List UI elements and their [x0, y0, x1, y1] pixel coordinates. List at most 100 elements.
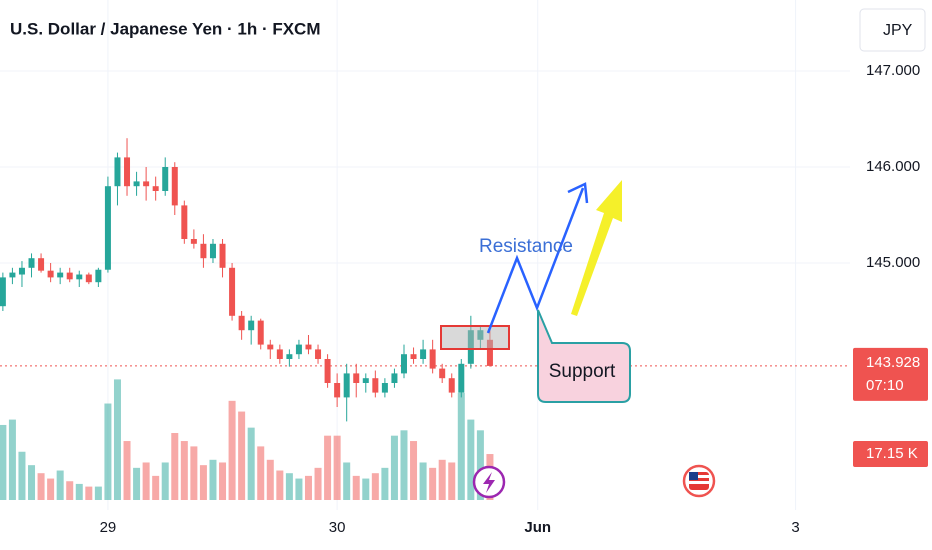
candle-body: [343, 373, 350, 398]
candle-body: [286, 354, 293, 359]
volume-bar: [152, 475, 160, 500]
volume-bar: [171, 433, 179, 500]
candle-body: [200, 243, 207, 259]
volume-bar: [457, 392, 465, 500]
volume-bar: [199, 465, 207, 500]
path-arrow: [486, 187, 585, 334]
volume-bar: [123, 441, 131, 500]
volume-bar: [295, 478, 303, 500]
volume-bar: [448, 462, 456, 500]
yellow-arrow: [571, 180, 622, 316]
candle-body: [209, 243, 216, 259]
candles: [0, 138, 493, 422]
currency: JPY: [883, 22, 913, 39]
volume-bar: [324, 435, 332, 500]
last-price-box: [853, 347, 928, 401]
candle-body: [104, 186, 111, 270]
candle-body: [267, 344, 274, 350]
candle-body: [229, 267, 236, 316]
flag-stripe: [689, 481, 709, 484]
flash: [483, 472, 495, 493]
candle-body: [381, 383, 388, 393]
candle-body: [133, 181, 140, 187]
countdown: 07:10: [866, 377, 904, 394]
volume-bar: [209, 459, 217, 500]
volume-bar: [56, 470, 64, 500]
volume-bar: [343, 462, 351, 500]
volume-bar: [304, 475, 312, 500]
candle-body: [124, 157, 131, 187]
volume-bar: [104, 403, 112, 500]
volume-bar: [238, 411, 246, 500]
volume-bar: [276, 470, 284, 500]
candle-body: [276, 349, 283, 359]
volume-bar: [47, 478, 55, 500]
candle-body: [47, 270, 54, 278]
x-tick-label: 30: [329, 519, 346, 536]
volume-bar: [37, 473, 45, 500]
volume-bar: [333, 435, 341, 500]
candle-body: [190, 239, 197, 244]
volume-bar: [400, 430, 408, 500]
candle-body: [324, 359, 331, 383]
x-tick-label: 29: [100, 519, 117, 536]
volume-bar: [381, 467, 389, 500]
candle-body: [248, 320, 255, 331]
candle-body: [334, 383, 341, 398]
volume-bar: [219, 462, 227, 500]
candle-body: [143, 181, 150, 187]
volume-bar: [75, 483, 83, 500]
flag-stripe: [689, 475, 709, 478]
candle-body: [18, 267, 25, 275]
x-tick-label: 3: [791, 519, 799, 536]
volume-bar: [285, 473, 293, 500]
price-axis: 145.000 146.000 147.000 143.928 07:10 17.15 K: [853, 62, 928, 468]
volume-bar: [28, 465, 36, 500]
candle-body: [486, 339, 493, 366]
candle-body: [295, 344, 302, 355]
volume-bar: [266, 459, 274, 500]
volume-bar: [314, 467, 322, 500]
candle-body: [391, 373, 398, 383]
volume-label-box: [853, 441, 928, 468]
candle-body: [76, 274, 83, 280]
volume-bar: [247, 427, 255, 500]
candle-body: [9, 272, 16, 278]
candle-body: [66, 272, 73, 280]
candle-body: [315, 349, 322, 359]
volume-bar: [8, 419, 16, 500]
candle-body: [238, 315, 245, 331]
volume-bar: [362, 478, 370, 500]
volume-bar: [257, 446, 265, 500]
support-label: Support: [549, 361, 616, 382]
volume-bar: [180, 441, 188, 500]
candle-body: [458, 363, 465, 393]
arrow-head: [567, 182, 589, 204]
candle-body: [439, 368, 446, 379]
volume-bar: [410, 441, 418, 500]
resistance-label: Resistance: [479, 236, 573, 257]
candle-body: [171, 167, 178, 206]
support-callout: [537, 309, 631, 403]
candle-body: [28, 258, 35, 268]
volume-bar: [228, 400, 236, 500]
volume-bar: [161, 462, 169, 500]
volume-bar: [18, 451, 26, 500]
candle-body: [362, 378, 369, 383]
candle-body: [429, 349, 436, 369]
candle-body: [162, 167, 169, 191]
y-tick-label: 146.000: [866, 158, 920, 175]
volume-bar: [429, 467, 437, 500]
chart-title: U.S. Dollar / Japanese Yen · 1h · FXCM: [10, 19, 321, 38]
currency-box[interactable]: [859, 8, 926, 52]
volume-bar: [476, 430, 484, 500]
candle-body: [181, 205, 188, 239]
x-tick-label: Jun: [524, 519, 551, 536]
candle-body: [95, 269, 102, 283]
candle-body: [305, 344, 312, 350]
flag-canton: [689, 472, 698, 480]
y-tick-label: 147.000: [866, 62, 920, 79]
volume-bar: [0, 424, 7, 500]
volume-bar: [352, 475, 360, 500]
